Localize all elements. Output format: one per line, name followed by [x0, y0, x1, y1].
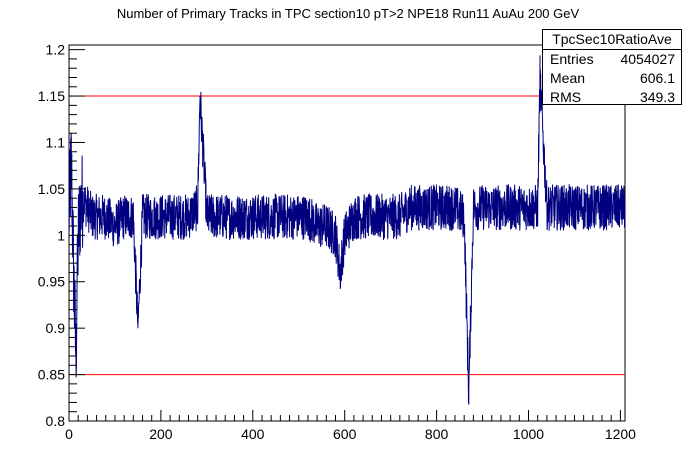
y-tick-label-2: 0.9 — [46, 320, 66, 336]
stats-entries-value: 4054027 — [620, 51, 675, 67]
x-tick-label-1: 200 — [149, 426, 173, 442]
x-tick-label-2: 400 — [241, 426, 265, 442]
x-tick-label-0: 0 — [65, 426, 73, 442]
y-tick-label-8: 1.2 — [46, 42, 66, 58]
data-series — [68, 55, 626, 405]
y-tick-label-6: 1.1 — [46, 134, 66, 150]
stats-rms-value: 349.3 — [639, 89, 675, 105]
plot-frame — [68, 44, 626, 422]
y-tick-label-1: 0.85 — [38, 367, 65, 383]
y-tick-label-4: 1 — [57, 227, 65, 243]
stats-entries-label: Entries — [550, 51, 594, 67]
reference-lines — [69, 95, 625, 376]
y-tick-label-3: 0.95 — [38, 274, 65, 290]
y-tick-label-0: 0.8 — [46, 413, 66, 429]
y-tick-label-7: 1.15 — [38, 88, 65, 104]
stats-row-mean: Mean 606.1 — [543, 69, 681, 88]
stats-mean-label: Mean — [550, 70, 586, 86]
x-axis: 0 200 400 600 800 1000 1200 — [65, 410, 636, 442]
x-tick-label-4: 800 — [425, 426, 449, 442]
stats-box: TpcSec10RatioAve Entries 4054027 Mean 60… — [542, 29, 682, 105]
stats-histogram-name: TpcSec10RatioAve — [543, 30, 681, 50]
chart-title: Number of Primary Tracks in TPC section1… — [116, 6, 580, 21]
y-axis: 0.8 0.85 0.9 0.95 1 1.05 1.1 1.15 1.2 — [38, 42, 85, 429]
x-tick-label-5: 1000 — [513, 426, 544, 442]
y-tick-label-5: 1.05 — [38, 181, 65, 197]
stats-mean-value: 606.1 — [639, 70, 675, 86]
stats-row-entries: Entries 4054027 — [543, 50, 681, 69]
stats-rms-label: RMS — [550, 89, 582, 105]
stats-row-rms: RMS 349.3 — [543, 88, 681, 107]
series-line — [68, 55, 626, 405]
x-tick-label-6: 1200 — [605, 426, 636, 442]
x-tick-label-3: 600 — [333, 426, 357, 442]
